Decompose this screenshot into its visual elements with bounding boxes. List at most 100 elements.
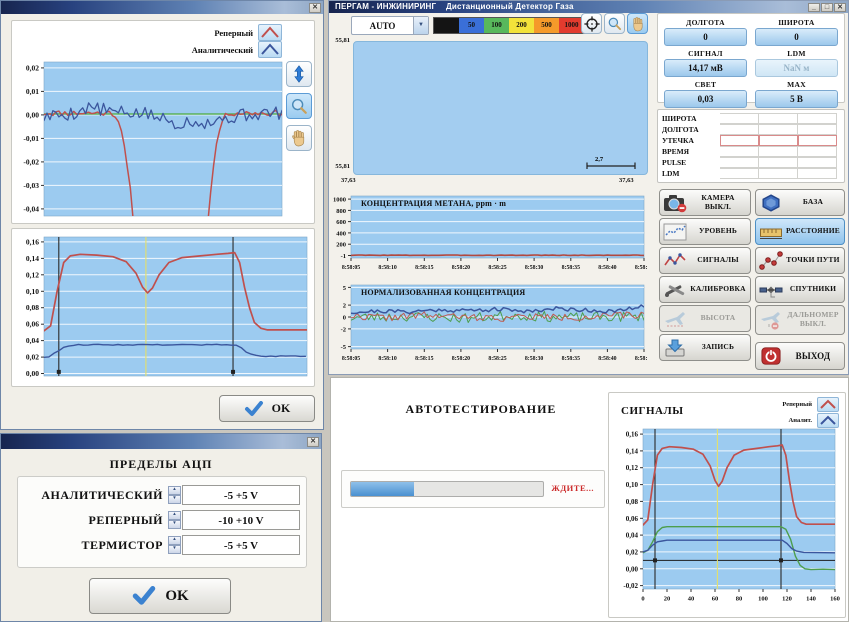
zoom-tool-button[interactable] — [286, 93, 312, 119]
table-cell — [759, 146, 798, 157]
adc-reference-value[interactable]: -10 +10 V — [182, 510, 300, 530]
satellites-button[interactable]: СПУТНИКИ — [755, 276, 845, 303]
adc-analytic-spinner[interactable]: ▲ ▼ — [168, 486, 181, 504]
satellites-icon — [758, 280, 784, 300]
table-row-label: ДОЛГОТА — [662, 125, 699, 134]
map-pan-button[interactable] — [627, 13, 648, 34]
table-row: LDM — [662, 168, 840, 179]
exit-button[interactable]: ВЫХОД — [755, 342, 845, 370]
w1-titlebar: ✕ — [1, 1, 323, 14]
distance-button[interactable]: РАССТОЯНИЕ — [755, 218, 845, 245]
svg-text:0,06: 0,06 — [26, 320, 39, 329]
field-longitude: ДОЛГОТА 0 — [660, 18, 751, 46]
lower-chart-panel: 0,16 0,14 0,12 0,10 0,08 0,06 0,04 0,02 0,00 — [11, 228, 315, 387]
svg-text:0,04: 0,04 — [26, 336, 39, 345]
progress-fill — [351, 482, 415, 496]
adc-limits-window: ✕ ПРЕДЕЛЫ АЦП АНАЛИТИЧЕСКИЙ ▲ ▼ -5 +5 V Р… — [0, 433, 322, 622]
signals-button[interactable]: СИГНАЛЫ — [659, 247, 751, 274]
signals-panel-title: СИГНАЛЫ — [621, 405, 684, 417]
record-button[interactable]: ЗАПИСЬ — [659, 334, 751, 361]
svg-text:-1: -1 — [341, 253, 346, 260]
map-zoom-button[interactable] — [604, 13, 625, 34]
distance-icon — [758, 222, 784, 242]
main-close-button[interactable]: ✕ — [834, 2, 846, 12]
signals-icon — [662, 251, 688, 271]
w1-close-button[interactable]: ✕ — [309, 2, 321, 13]
field-light: СВЕТ 0,03 — [660, 80, 751, 108]
calibration-button[interactable]: КАЛИБРОВКА — [659, 276, 751, 303]
colorbar-segment: 200 — [509, 18, 534, 33]
rangefinder-off-button[interactable]: ДАЛЬНОМЕР ВЫКЛ. — [755, 305, 845, 335]
main-minimize-button[interactable]: _ — [808, 2, 820, 12]
w1-ok-button[interactable]: OK — [219, 395, 315, 422]
svg-text:0,16: 0,16 — [26, 237, 39, 246]
autotest-legend-ref: Реперный — [782, 397, 839, 412]
table-row: УТЕЧКА — [662, 135, 840, 146]
adc-row-analytic: АНАЛИТИЧЕСКИЙ ▲ ▼ -5 +5 V — [18, 485, 300, 505]
table-row: ШИРОТА — [662, 113, 840, 124]
combo-dropdown-icon[interactable]: ▼ — [413, 17, 428, 34]
adc-analytic-value[interactable]: -5 +5 V — [182, 485, 300, 505]
svg-text:8:58:45: 8:58:45 — [635, 265, 647, 271]
autotest-title: АВТОТЕСТИРОВАНИЕ — [405, 402, 557, 416]
main-maximize-button[interactable]: □ — [821, 2, 833, 12]
svg-text:100: 100 — [758, 596, 768, 603]
altitude-button[interactable]: ВЫСОТА — [659, 305, 751, 332]
exit-power-icon — [758, 346, 784, 366]
svg-text:400: 400 — [336, 230, 346, 237]
pan-hand-button[interactable] — [286, 125, 312, 151]
adc-groupbox: АНАЛИТИЧЕСКИЙ ▲ ▼ -5 +5 V РЕПЕРНЫЙ ▲ ▼ -10… — [17, 476, 307, 568]
svg-text:40: 40 — [688, 596, 695, 603]
ref-series-icon — [817, 397, 839, 412]
map-lat-bottom: 55,81 — [335, 163, 350, 170]
vertical-scale-button[interactable] — [286, 61, 312, 87]
main-titlebar: ПЕРГАМ - ИНЖИНИРИНГ Дистанционный Детект… — [329, 1, 848, 13]
camera-off-button[interactable]: КАМЕРА ВЫКЛ. — [659, 189, 751, 216]
svg-text:0,14: 0,14 — [26, 254, 39, 263]
svg-text:80: 80 — [736, 596, 743, 603]
adc-ok-button[interactable]: OK — [89, 578, 231, 614]
svg-text:0,06: 0,06 — [626, 515, 639, 523]
upper-chart-panel: Реперный Аналитический 0,02 0,01 0,00 -0,01… — [11, 20, 315, 224]
svg-text:0,00: 0,00 — [626, 565, 639, 573]
table-cell — [720, 113, 759, 124]
record-icon — [662, 338, 688, 358]
svg-text:0,08: 0,08 — [26, 303, 39, 312]
adc-close-button[interactable]: ✕ — [307, 436, 319, 447]
crosshair-button[interactable] — [581, 13, 602, 34]
check-icon — [244, 400, 263, 416]
svg-text:8:58:15: 8:58:15 — [415, 265, 433, 271]
leak-table: ШИРОТА ДОЛГОТА УТЕЧКА ВРЕМЯ PULSE LDM — [657, 109, 845, 183]
table-row-label: УТЕЧКА — [662, 136, 694, 145]
signal-value: 14,17 мВ — [664, 59, 747, 77]
svg-text:0,12: 0,12 — [626, 464, 639, 472]
svg-text:8:58:25: 8:58:25 — [488, 356, 506, 362]
svg-text:120: 120 — [782, 596, 792, 603]
svg-text:0,00: 0,00 — [26, 110, 39, 119]
svg-text:800: 800 — [336, 208, 346, 215]
adc-thermistor-spinner[interactable]: ▲ ▼ — [168, 536, 181, 554]
table-row-label: LDM — [662, 169, 680, 178]
svg-text:160: 160 — [830, 596, 840, 603]
base-button[interactable]: БАЗА — [755, 189, 845, 216]
svg-text:0,14: 0,14 — [626, 447, 639, 455]
processed-signals-chart: 0,16 0,14 0,12 0,10 0,08 0,06 0,04 0,02 0,00 — [14, 232, 312, 383]
table-row-label: PULSE — [662, 158, 687, 167]
waypoints-button[interactable]: ТОЧКИ ПУТИ — [755, 247, 845, 274]
adc-reference-spinner[interactable]: ▲ ▼ — [168, 511, 181, 529]
svg-text:0,10: 0,10 — [626, 481, 639, 489]
table-row-label: ВРЕМЯ — [662, 147, 690, 156]
svg-text:8:58:20: 8:58:20 — [452, 265, 470, 271]
table-cell — [798, 146, 837, 157]
level-button[interactable]: УРОВЕНЬ — [659, 218, 751, 245]
svg-text:140: 140 — [806, 596, 816, 603]
adc-thermistor-value[interactable]: -5 +5 V — [182, 535, 300, 555]
palette-combo[interactable]: AUTO ▼ — [351, 16, 429, 35]
svg-text:8:58:40: 8:58:40 — [598, 356, 616, 362]
svg-text:0,02: 0,02 — [626, 548, 639, 556]
map-canvas[interactable]: 2,7 — [353, 41, 648, 175]
map-lat-top: 55,81 — [335, 37, 350, 44]
svg-text:0,01: 0,01 — [26, 87, 39, 96]
svg-text:600: 600 — [336, 219, 346, 226]
svg-text:1000: 1000 — [333, 197, 346, 204]
